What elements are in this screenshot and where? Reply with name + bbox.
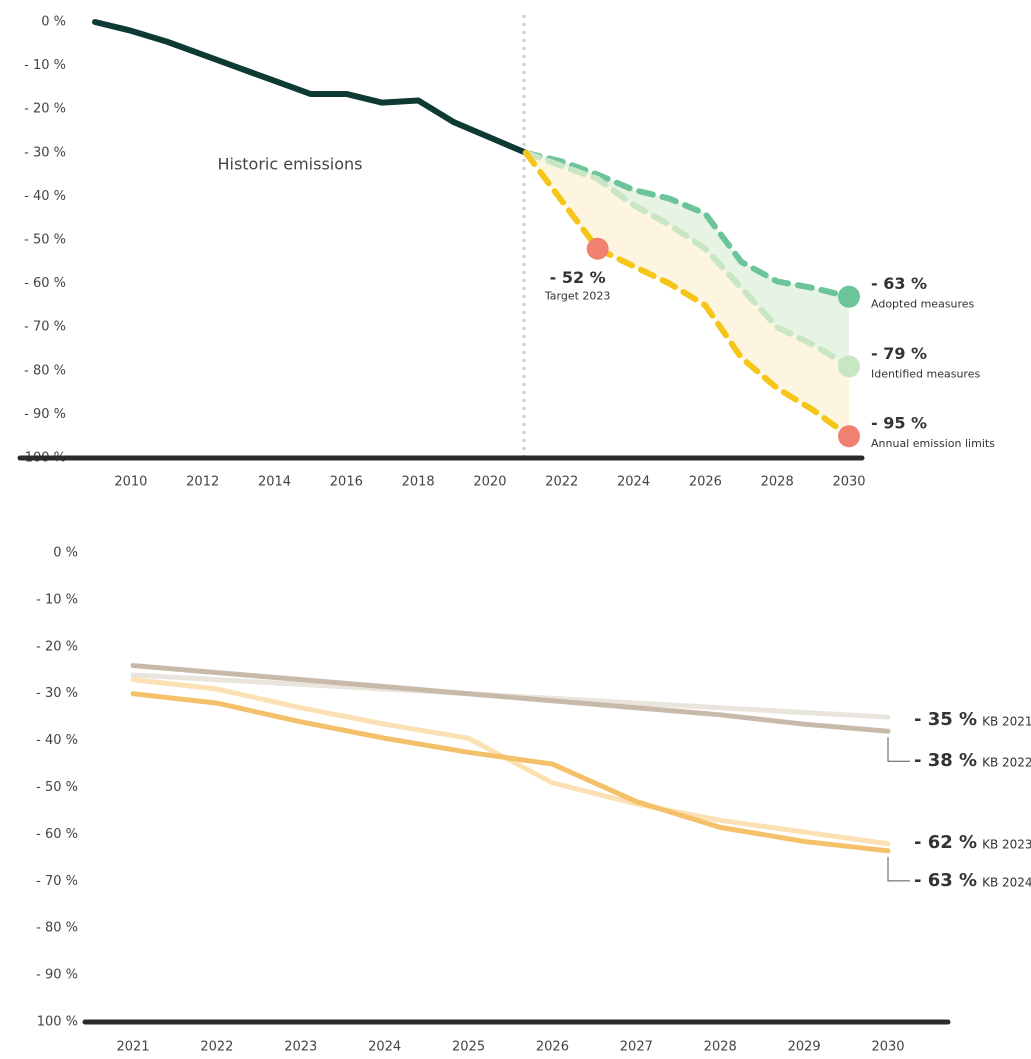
value-label: - 38 % [914,750,977,771]
x-tick-label: 2016 [330,475,363,490]
value-label: - 35 % [914,709,977,730]
x-tick-label: 2028 [761,475,794,490]
line [522,149,852,300]
x-tick-label: 2018 [402,475,435,490]
y-tick-label: - 50 % [24,233,66,248]
point [838,425,860,448]
series-label: KB 2024 [982,875,1031,889]
connector [887,856,910,882]
point [838,285,860,308]
series-label: Identified measures [871,367,980,380]
y-tick-label: - 90 % [24,407,66,422]
x-tick-label: 2030 [871,1040,904,1055]
y-tick-label: 0 % [53,546,78,561]
y-tick-label: - 30 % [24,145,66,160]
x-tick-label: 2010 [114,475,147,490]
value-label: - 63 % [914,870,977,891]
x-tick-label: 2027 [620,1040,653,1055]
series-label: KB 2023 [982,837,1031,851]
series-label: KB 2022 [982,756,1031,770]
line [130,663,891,734]
line [130,677,891,847]
x-tick-label: 2012 [186,475,219,490]
y-tick-label: 0 % [41,15,66,30]
connector [887,737,910,762]
y-tick-label: - 80 % [24,363,66,378]
y-tick-label: - 50 % [36,780,78,795]
x-tick-label: 2030 [832,475,865,490]
y-tick-label: 100 % [37,1015,78,1030]
x-tick-label: 2022 [545,475,578,490]
value-label: - 63 % [871,274,927,293]
y-tick-label: - 70 % [24,320,66,335]
y-tick-label: - 60 % [24,276,66,291]
x-tick-label: 2024 [617,475,650,490]
y-tick-label: - 40 % [36,733,78,748]
y-tick-label: - 70 % [36,874,78,889]
y-tick-label: - 20 % [36,639,78,654]
series-label: Adopted measures [871,298,975,311]
y-tick-label: - 10 % [24,58,66,73]
line [92,19,529,156]
x-tick-label: 2014 [258,475,291,490]
annotation: Historic emissions [217,155,362,174]
y-tick-label: - 30 % [36,686,78,701]
x-tick-label: 2026 [689,475,722,490]
y-tick-label: - 80 % [36,921,78,936]
point [586,237,609,260]
line [522,149,852,370]
y-tick-label: - 60 % [36,827,78,842]
x-tick-label: 2026 [536,1040,569,1055]
value-label: - 95 % [871,414,927,433]
y-tick-label: - 20 % [24,102,66,117]
x-tick-label: 2023 [284,1040,317,1055]
x-tick-label: 2029 [788,1040,821,1055]
x-tick-label: 2020 [473,475,506,490]
series-label: Annual emission limits [871,437,995,450]
value-label: - 62 % [914,832,977,853]
point [838,355,860,378]
value-label: - 79 % [871,344,927,363]
x-tick-label: 2025 [452,1040,485,1055]
x-tick-label: 2021 [116,1040,149,1055]
line [522,149,852,440]
y-tick-label: - 40 % [24,189,66,204]
target-note: Target 2023 [544,290,611,303]
x-tick-label: 2024 [368,1040,401,1055]
line [130,691,891,854]
y-tick-label: - 90 % [36,968,78,983]
x-tick-label: 2028 [704,1040,737,1055]
series-label: KB 2021 [982,715,1031,729]
y-tick-label: - 10 % [36,592,78,607]
value-label: - 52 % [550,268,606,287]
x-tick-label: 2022 [200,1040,233,1055]
